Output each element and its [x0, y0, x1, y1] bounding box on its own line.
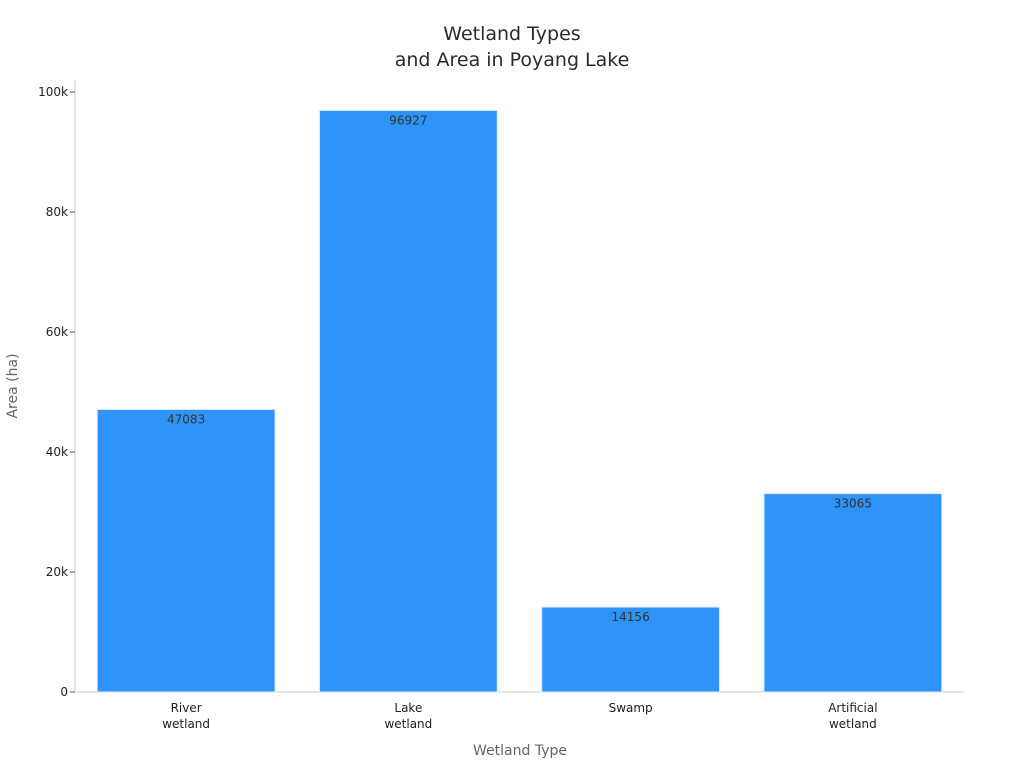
bar-value-label: 33065	[834, 497, 872, 511]
bar-value-label: 14156	[612, 610, 650, 624]
y-tick-label: 60k	[46, 325, 68, 339]
bar	[541, 606, 721, 693]
bar-value-label: 47083	[167, 413, 205, 427]
y-tick-label: 100k	[38, 85, 68, 99]
bar	[96, 409, 276, 693]
y-ticks-group: 0 20k 40k 60k 80k 100k	[38, 85, 75, 699]
bar	[763, 493, 943, 693]
category-label: Swamp	[609, 701, 653, 715]
category-label: Artificial	[828, 701, 877, 715]
y-tick-label: 20k	[46, 565, 68, 579]
y-tick-label: 0	[60, 685, 68, 699]
value-labels-group: 47083 96927 14156 33065	[167, 113, 872, 624]
x-axis-title: Wetland Type	[473, 743, 567, 759]
category-label: wetland	[829, 717, 877, 731]
category-label: wetland	[162, 717, 210, 731]
category-labels-group: River wetland Lake wetland Swamp Artificial we…	[162, 701, 877, 731]
category-label: Lake	[394, 701, 422, 715]
bar-value-label: 96927	[389, 113, 427, 127]
chart-title-line-1: Wetland Types	[443, 23, 580, 45]
chart-title-line-2: and Area in Poyang Lake	[395, 49, 630, 71]
y-axis-title: Area (ha)	[5, 353, 21, 418]
y-tick-label: 40k	[46, 445, 68, 459]
category-label: River	[171, 701, 202, 715]
category-label: wetland	[384, 717, 432, 731]
y-tick-label: 80k	[46, 205, 68, 219]
bar	[318, 109, 498, 693]
bars-group	[96, 109, 943, 693]
